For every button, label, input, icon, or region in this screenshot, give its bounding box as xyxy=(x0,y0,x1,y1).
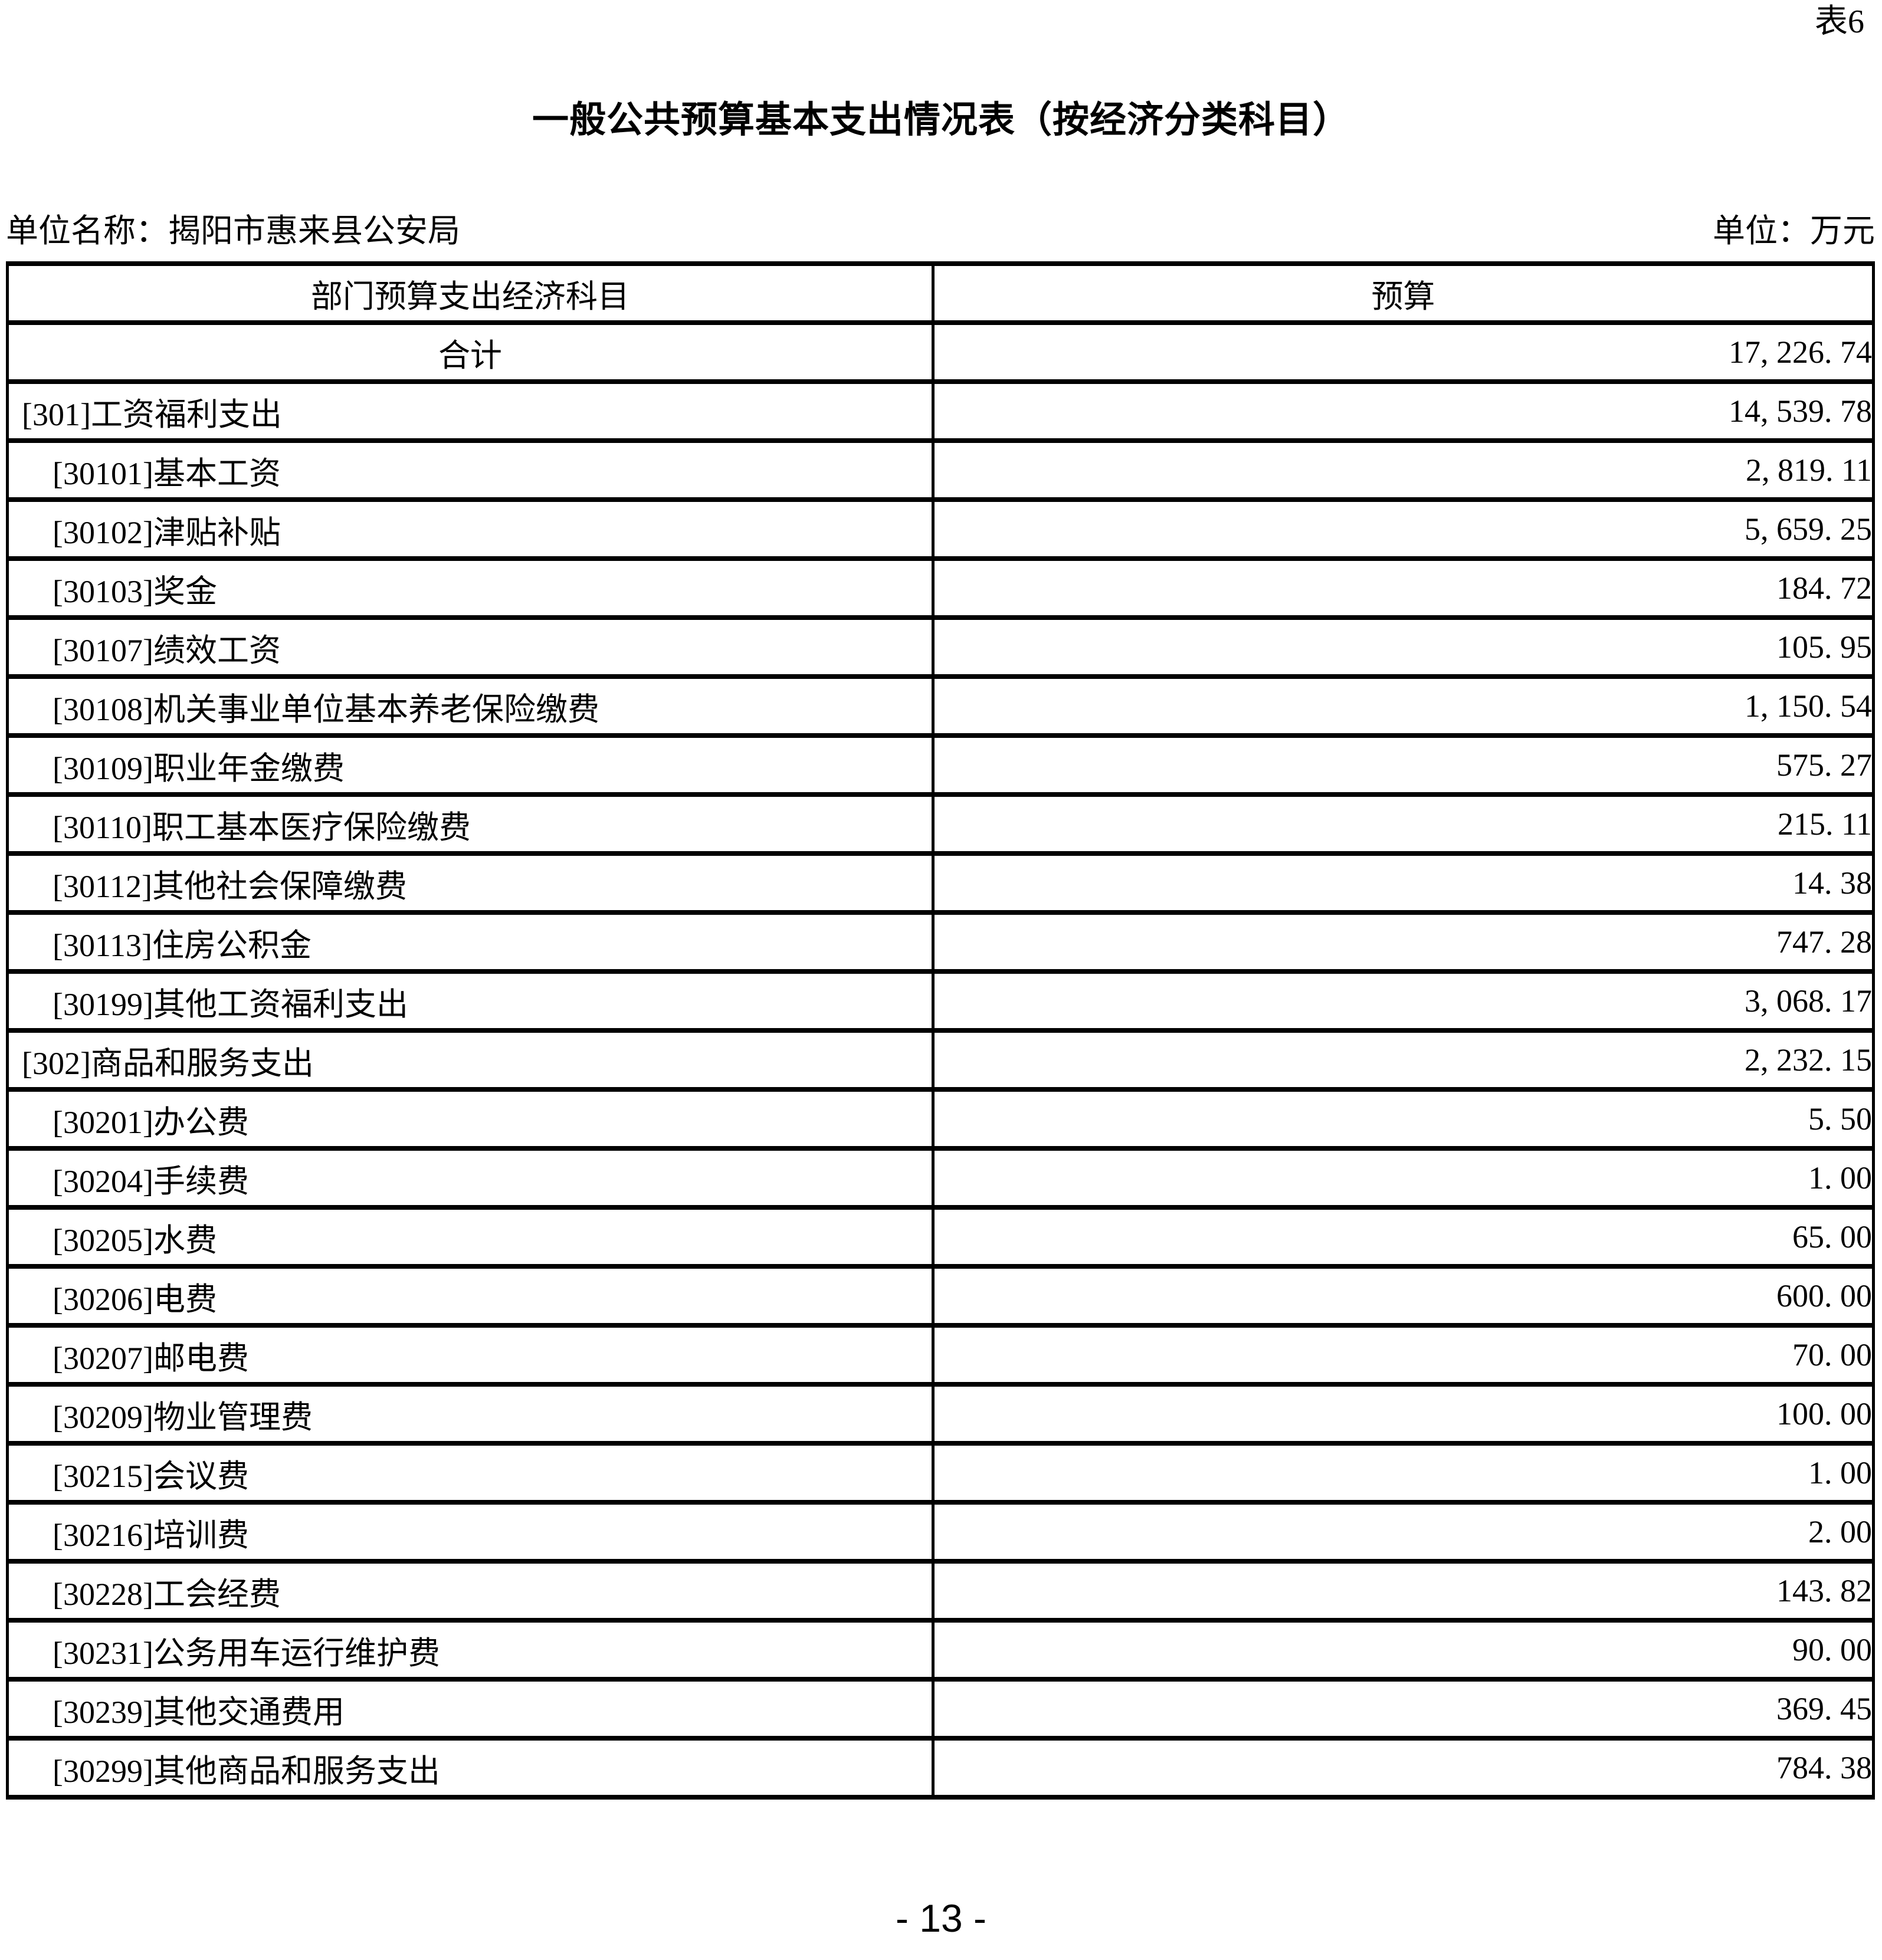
unit-of-measure-label: 单位：万元 xyxy=(1712,213,1875,249)
budget-cell: 2. 00 xyxy=(931,1500,1876,1564)
budget-cell: 70. 00 xyxy=(931,1323,1876,1387)
subject-cell: [30216]培训费 xyxy=(6,1500,935,1564)
column-header-budget: 预算 xyxy=(931,261,1876,325)
sheet-label: 表6 xyxy=(1815,4,1864,40)
table-row: [301]工资福利支出 14, 539. 78 xyxy=(6,379,1876,443)
budget-cell: 575. 27 xyxy=(931,733,1876,797)
subject-cell: [30228]工会经费 xyxy=(6,1559,935,1623)
budget-cell: 369. 45 xyxy=(931,1677,1876,1741)
budget-cell: 17, 226. 74 xyxy=(931,320,1876,384)
subject-cell: [30101]基本工资 xyxy=(6,438,935,502)
subject-cell: [30201]办公费 xyxy=(6,1087,935,1151)
budget-cell: 600. 00 xyxy=(931,1264,1876,1328)
budget-cell: 90. 00 xyxy=(931,1618,1876,1682)
meta-row: 单位名称：揭阳市惠来县公安局 单位：万元 xyxy=(6,208,1875,255)
budget-cell: 1. 00 xyxy=(931,1441,1876,1505)
budget-cell: 215. 11 xyxy=(931,792,1876,856)
subject-cell: [30215]会议费 xyxy=(6,1441,935,1505)
unit-name-label: 单位名称：揭阳市惠来县公安局 xyxy=(6,213,461,249)
subject-cell: [30209]物业管理费 xyxy=(6,1382,935,1446)
budget-cell: 5, 659. 25 xyxy=(931,497,1876,561)
budget-cell: 1, 150. 54 xyxy=(931,674,1876,738)
budget-cell: 105. 95 xyxy=(931,615,1876,679)
table-row: [30216]培训费 2. 00 xyxy=(6,1500,1876,1564)
subject-cell: [30239]其他交通费用 xyxy=(6,1677,935,1741)
table-row: [30231]公务用车运行维护费 90. 00 xyxy=(6,1618,1876,1682)
table-row: [30209]物业管理费 100. 00 xyxy=(6,1382,1876,1446)
table-row: [30102]津贴补贴 5, 659. 25 xyxy=(6,497,1876,561)
budget-cell: 784. 38 xyxy=(931,1736,1876,1800)
subject-cell: [30108]机关事业单位基本养老保险缴费 xyxy=(6,674,935,738)
table-row: [30109]职业年金缴费 575. 27 xyxy=(6,733,1876,797)
subject-cell: [30112]其他社会保障缴费 xyxy=(6,851,935,915)
subject-cell: [30109]职业年金缴费 xyxy=(6,733,935,797)
subject-cell: [302]商品和服务支出 xyxy=(6,1028,935,1092)
subject-cell: [30231]公务用车运行维护费 xyxy=(6,1618,935,1682)
table-row: [30113]住房公积金 747. 28 xyxy=(6,910,1876,974)
table-row: [302]商品和服务支出 2, 232. 15 xyxy=(6,1028,1876,1092)
table-row: [30112]其他社会保障缴费 14. 38 xyxy=(6,851,1876,915)
subject-cell: [30199]其他工资福利支出 xyxy=(6,969,935,1033)
table-row: [30103]奖金 184. 72 xyxy=(6,556,1876,620)
page-number: - 13 - xyxy=(895,1896,987,1940)
subject-cell: [30107]绩效工资 xyxy=(6,615,935,679)
budget-cell: 5. 50 xyxy=(931,1087,1876,1151)
table-row: [30101]基本工资 2, 819. 11 xyxy=(6,438,1876,502)
table-row: [30206]电费 600. 00 xyxy=(6,1264,1876,1328)
budget-table: 部门预算支出经济科目 预算 合计 17, 226. 74 [301]工资福利支出 14… xyxy=(6,261,1876,1800)
table-row: [30108]机关事业单位基本养老保险缴费 1, 150. 54 xyxy=(6,674,1876,738)
budget-cell: 100. 00 xyxy=(931,1382,1876,1446)
budget-cell: 2, 232. 15 xyxy=(931,1028,1876,1092)
column-header-subject: 部门预算支出经济科目 xyxy=(6,261,935,325)
subject-cell: [30102]津贴补贴 xyxy=(6,497,935,561)
table-row: [30205]水费 65. 00 xyxy=(6,1205,1876,1269)
budget-cell: 65. 00 xyxy=(931,1205,1876,1269)
table-row: [30107]绩效工资 105. 95 xyxy=(6,615,1876,679)
table-row: [30215]会议费 1. 00 xyxy=(6,1441,1876,1505)
subject-cell: [30299]其他商品和服务支出 xyxy=(6,1736,935,1800)
table-row: [30228]工会经费 143. 82 xyxy=(6,1559,1876,1623)
subject-cell: [30103]奖金 xyxy=(6,556,935,620)
budget-cell: 3, 068. 17 xyxy=(931,969,1876,1033)
budget-cell: 747. 28 xyxy=(931,910,1876,974)
budget-cell: 143. 82 xyxy=(931,1559,1876,1623)
subject-cell: [30110]职工基本医疗保险缴费 xyxy=(6,792,935,856)
table-row: [30204]手续费 1. 00 xyxy=(6,1146,1876,1210)
page-title: 一般公共预算基本支出情况表（按经济分类科目） xyxy=(532,100,1350,140)
table-row: [30110]职工基本医疗保险缴费 215. 11 xyxy=(6,792,1876,856)
subject-cell: [30206]电费 xyxy=(6,1264,935,1328)
table-row: [30201]办公费 5. 50 xyxy=(6,1087,1876,1151)
table-row: 合计 17, 226. 74 xyxy=(6,320,1876,384)
budget-cell: 14, 539. 78 xyxy=(931,379,1876,443)
subject-cell: 合计 xyxy=(6,320,935,384)
budget-cell: 1. 00 xyxy=(931,1146,1876,1210)
table-row: [30207]邮电费 70. 00 xyxy=(6,1323,1876,1387)
subject-cell: [30205]水费 xyxy=(6,1205,935,1269)
table-row: [30299]其他商品和服务支出 784. 38 xyxy=(6,1736,1876,1800)
table-row: [30199]其他工资福利支出 3, 068. 17 xyxy=(6,969,1876,1033)
subject-cell: [30207]邮电费 xyxy=(6,1323,935,1387)
table-header-row: 部门预算支出经济科目 预算 xyxy=(6,261,1876,325)
table-row: [30239]其他交通费用 369. 45 xyxy=(6,1677,1876,1741)
subject-cell: [30113]住房公积金 xyxy=(6,910,935,974)
budget-cell: 2, 819. 11 xyxy=(931,438,1876,502)
subject-cell: [30204]手续费 xyxy=(6,1146,935,1210)
subject-cell: [301]工资福利支出 xyxy=(6,379,935,443)
budget-cell: 14. 38 xyxy=(931,851,1876,915)
budget-cell: 184. 72 xyxy=(931,556,1876,620)
budget-table-body: 合计 17, 226. 74 [301]工资福利支出 14, 539. 78 [3010… xyxy=(6,320,1876,1800)
